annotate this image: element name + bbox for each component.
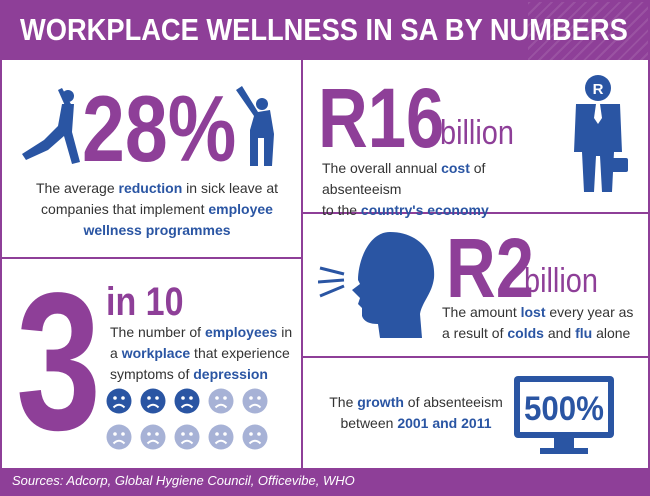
sneezing-head-icon [318,232,435,338]
divider-right-2 [303,356,648,358]
sad-face-icon [242,424,268,450]
sad-face-icon [174,424,200,450]
sad-face-icon-affected [106,388,132,414]
page-title: WORKPLACE WELLNESS IN SA BY NUMBERS [20,12,628,47]
sad-faces-grid [106,388,276,452]
side-stretch-person-icon [236,86,274,166]
highlight-depression: depression [193,366,268,382]
text-segment: in sick leave at [182,180,278,196]
text-segment: The average [36,180,119,196]
sad-face-icon-affected [174,388,200,414]
text-segment: a [110,345,122,361]
sad-face-icon-affected [140,388,166,414]
highlight-lost: lost [520,304,546,320]
highlight-years: 2001 and 2011 [397,415,492,431]
text-segment: The overall annual [322,160,442,176]
monitor-text: 500% [524,390,604,428]
divider-right-1 [303,212,648,214]
divider-left [2,257,301,259]
text-segment: alone [592,325,631,341]
divider-vertical [301,60,303,468]
sad-face-icon [208,388,234,414]
highlight-colds: colds [507,325,544,341]
growth-description: The growth of absenteeism between 2001 a… [328,392,504,434]
text-segment: between [340,415,398,431]
stat-r16: R16 [318,71,445,165]
text-segment: in [277,324,293,340]
text-segment: The number of [110,324,205,340]
sad-face-icon [208,424,234,450]
highlight-cost: cost [441,160,470,176]
header-stripes [528,2,648,60]
stat-28-percent: 28% [82,76,237,181]
icon-letter: R [593,81,604,98]
depression-description: The number of employees in a workplace t… [110,322,300,385]
highlight-flu: flu [575,325,593,341]
text-segment: a result of [442,325,508,341]
sick-leave-description: The average reduction in sick leave at c… [32,178,282,241]
text-segment: The [329,394,358,410]
sad-face-icon [106,424,132,450]
text-segment: to the [322,202,361,218]
colds-flu-description: The amount lost every year as a result o… [442,302,642,344]
text-segment: The amount [442,304,521,320]
text-segment: and [543,325,576,341]
highlight-growth: growth [357,394,404,410]
sad-face-icon [242,388,268,414]
sad-face-icon [140,424,166,450]
text-segment: of absenteeism [322,160,486,197]
absenteeism-cost-description: The overall annual cost of absenteeism t… [322,158,562,221]
text-segment: symptoms of [110,366,194,382]
stat-r2: R2 [446,221,535,315]
footer-banner: Sources: Adcorp, Global Hygiene Council,… [2,468,648,494]
highlight-economy: country's economy [360,202,489,218]
stat-r2-unit: billion [524,262,598,300]
text-segment: that experience [190,345,290,361]
stat-3: 3 [16,252,102,471]
stretching-person-icon [22,88,80,164]
businessman-icon: R [574,75,628,192]
header-banner: WORKPLACE WELLNESS IN SA BY NUMBERS [2,2,648,60]
highlight-wellness: wellness programmes [83,222,231,238]
highlight-employees: employees [204,324,278,340]
highlight-reduction: reduction [118,180,183,196]
text-segment: companies that implement [41,201,209,217]
stat-in-10: in 10 [106,280,184,324]
stat-r16-unit: billion [440,114,514,152]
monitor-icon: 500% [514,376,614,454]
text-segment: of absenteeism [403,394,503,410]
text-segment: every year as [545,304,634,320]
highlight-employee: employee [208,201,273,217]
sources-text: Sources: Adcorp, Global Hygiene Council,… [12,473,355,488]
highlight-workplace: workplace [121,345,191,361]
